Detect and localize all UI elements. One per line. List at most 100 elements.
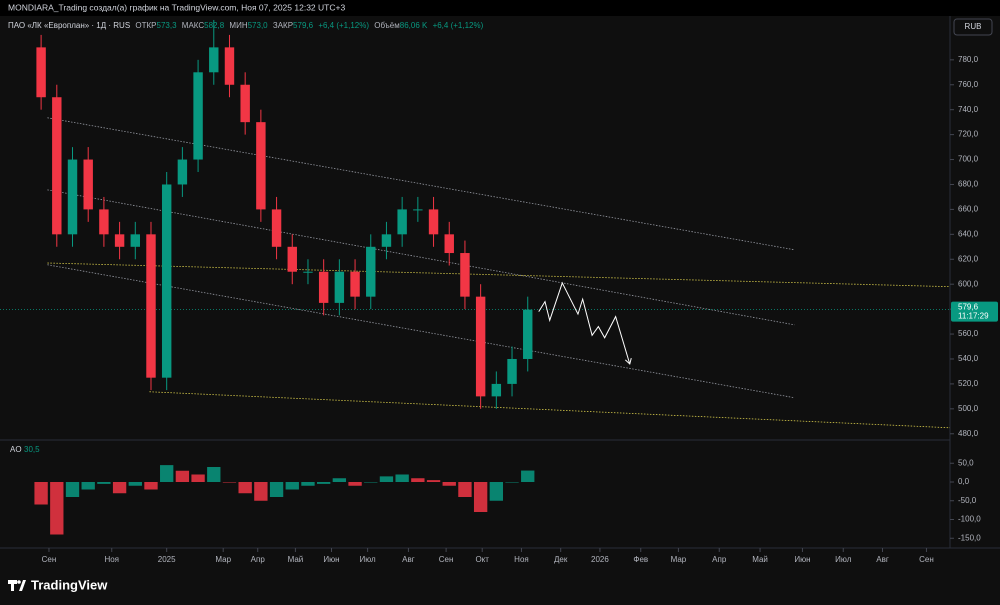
candle-body	[209, 47, 219, 73]
x-tick-label: Авг	[876, 555, 889, 564]
y-tick-label: -50,0	[958, 496, 977, 505]
ao-bar	[285, 482, 299, 490]
y-tick-label: 0,0	[958, 477, 970, 486]
indicator-value: 30,5	[24, 445, 40, 454]
candle-body	[36, 47, 46, 98]
y-tick-label: -150,0	[958, 533, 981, 542]
candle-body	[318, 271, 329, 303]
open: 573,3	[157, 21, 178, 30]
candle-body	[146, 234, 156, 378]
x-tick-label: Фев	[633, 555, 648, 564]
x-tick-label: Авг	[402, 555, 415, 564]
ao-bar	[411, 478, 425, 482]
y-tick-label: 560,0	[958, 329, 979, 338]
candle-body	[193, 72, 203, 160]
y-tick-label: 500,0	[958, 404, 979, 413]
ao-bar	[269, 482, 284, 497]
top-bar	[0, 0, 1000, 16]
close: 579,6	[293, 21, 314, 30]
ao-bar	[348, 482, 362, 486]
candle-body	[83, 159, 93, 210]
candle-body	[507, 358, 517, 384]
ao-bar	[332, 478, 347, 482]
y-tick-label: -100,0	[958, 515, 981, 524]
currency-button[interactable]	[953, 18, 993, 36]
ao-bar	[112, 482, 127, 494]
candle-body	[523, 309, 533, 359]
ao-bar	[238, 482, 252, 494]
y-tick-label: 520,0	[958, 379, 979, 388]
x-tick-label: Май	[752, 555, 768, 564]
x-tick-label: Апр	[251, 555, 266, 564]
legend: ПАО «ЛК «Европлан» · 1Д · RUS ОТКР573,3 …	[8, 21, 484, 30]
candle-body	[334, 271, 345, 303]
ao-bar	[395, 474, 409, 482]
symbol: ПАО «ЛК «Европлан» · 1Д · RUS	[8, 21, 130, 30]
last-price-box	[951, 301, 998, 322]
open-label: ОТКР	[135, 21, 156, 30]
x-tick-label: 2026	[591, 555, 609, 564]
ao-bar	[379, 476, 394, 482]
ao-bar	[316, 482, 331, 484]
candle-body	[428, 209, 439, 235]
candle-body	[224, 47, 235, 85]
candle-body	[240, 84, 250, 123]
x-tick-label: Июн	[323, 555, 339, 564]
candle-body	[444, 234, 454, 254]
currency[interactable]: RUB	[965, 22, 982, 31]
ao-bar	[160, 465, 174, 482]
x-tick-label: Июл	[835, 555, 852, 564]
ao-bar	[426, 480, 441, 482]
ao-bar	[65, 482, 80, 497]
candle-body	[413, 209, 423, 211]
ao-bar	[191, 474, 205, 482]
ao-bar	[254, 482, 268, 501]
change: +6,4 (+1,12%)	[318, 21, 369, 30]
volume: 86,06 K	[400, 21, 428, 30]
candle-body	[381, 234, 392, 247]
y-tick-label: 660,0	[958, 205, 979, 214]
trend-line	[47, 262, 950, 288]
logo-dot	[17, 580, 21, 584]
logo[interactable]: TradingView	[8, 577, 108, 592]
x-tick-label: Май	[288, 555, 304, 564]
x-tick-label: Ноя	[104, 555, 119, 564]
ao-bar	[175, 470, 190, 482]
indicator-name: AO	[10, 445, 22, 454]
candle-body	[67, 159, 78, 235]
x-tick-label: Сен	[919, 555, 934, 564]
x-tick-label: 2025	[158, 555, 176, 564]
high: 582,8	[204, 21, 225, 30]
ao-bar	[458, 482, 472, 497]
last-price-label: 579,6	[958, 303, 979, 312]
low: 573,0	[248, 21, 269, 30]
candle-body	[52, 97, 62, 235]
countdown: 11:17:29	[958, 312, 989, 321]
x-tick-label: Июл	[359, 555, 376, 564]
x-tick-label: Мар	[215, 555, 231, 564]
ao-bar	[301, 482, 315, 486]
candle-body	[397, 209, 407, 235]
trend-line	[47, 264, 795, 399]
ao-bar	[489, 482, 504, 501]
candle-body	[177, 159, 188, 185]
y-tick-label: 540,0	[958, 354, 979, 363]
candle-body	[256, 122, 266, 210]
ao-bar	[97, 482, 111, 484]
ao-bar	[207, 467, 221, 482]
y-tick-label: 640,0	[958, 229, 979, 238]
candle-body	[460, 253, 470, 297]
candle-body	[491, 383, 502, 397]
plot	[0, 19, 950, 429]
close-label: ЗАКР	[273, 21, 293, 30]
candle-body	[475, 296, 486, 397]
x-tick-label: Сен	[42, 555, 57, 564]
x-tick-label: Июн	[794, 555, 810, 564]
caption: MONDIARA_Trading создал(а) график на Tra…	[8, 2, 345, 12]
ao-bar	[50, 482, 64, 535]
y-tick-label: 680,0	[958, 180, 979, 189]
y-tick-label: 740,0	[958, 105, 979, 114]
y-tick-label: 620,0	[958, 254, 979, 263]
ao-bar	[144, 482, 158, 490]
